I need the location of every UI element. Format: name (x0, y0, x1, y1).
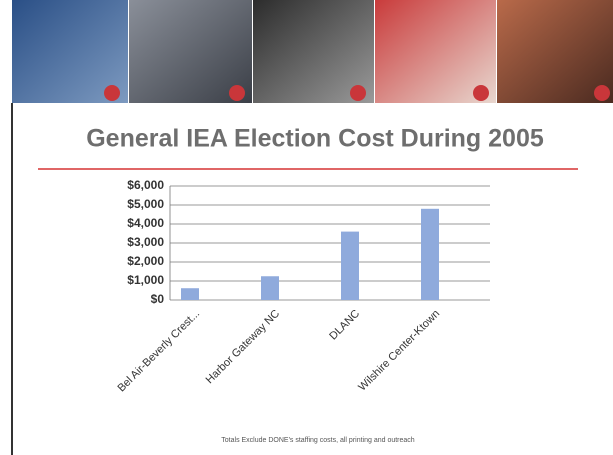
y-tick-label: $1,000 (127, 273, 164, 287)
bar (421, 208, 439, 300)
icon (229, 85, 245, 101)
chart-title: General IEA Election Cost During 2005 (86, 125, 544, 153)
bar (261, 276, 279, 300)
icon (594, 85, 610, 101)
y-tick-label: $2,000 (127, 254, 164, 268)
icon (350, 85, 366, 101)
y-tick-label: $4,000 (127, 216, 164, 230)
icon (473, 85, 489, 101)
x-tick-label: Wilshire Center-Ktown (356, 308, 442, 394)
x-tick-label: DLANC (327, 308, 362, 343)
photo (375, 0, 496, 103)
photo-strip (12, 0, 613, 103)
photo (497, 0, 613, 103)
icon (104, 85, 120, 101)
footnote: Totals Exclude DONE's staffing costs, al… (221, 437, 415, 444)
photo (129, 0, 252, 103)
y-tick-label: $6,000 (127, 178, 164, 192)
x-tick-label: Bel Air-Beverly Crest... (115, 308, 202, 395)
photo (253, 0, 374, 103)
bar (181, 288, 199, 300)
y-tick-label: $0 (151, 292, 165, 306)
y-tick-label: $5,000 (127, 197, 164, 211)
y-tick-label: $3,000 (127, 235, 164, 249)
bar (341, 231, 359, 300)
x-tick-label: Harbor Gateway NC (204, 308, 283, 387)
